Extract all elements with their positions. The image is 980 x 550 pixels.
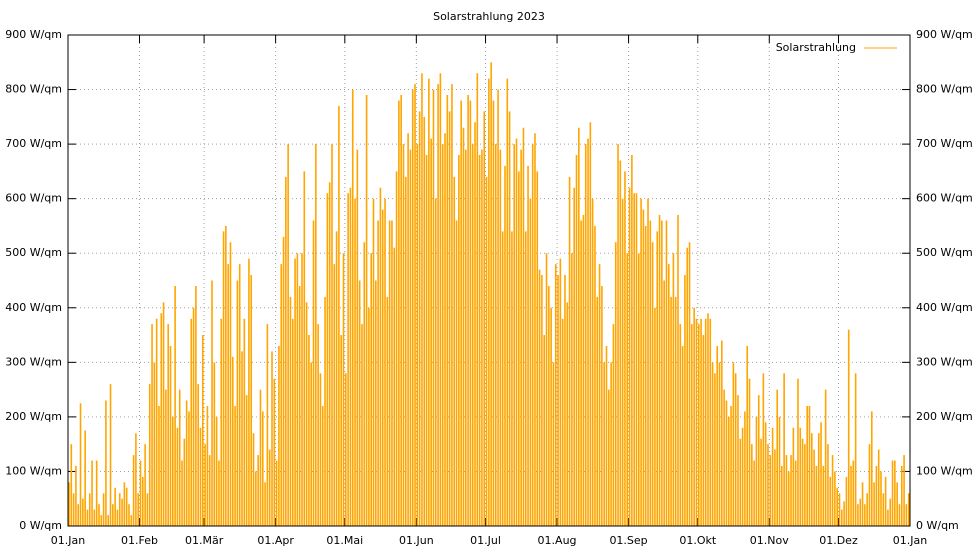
y-tick-label: 900 W/qm [5,28,62,41]
y2-tick-label: 600 W/qm [916,192,973,205]
x-tick-label: 01.Okt [679,534,717,547]
y2-tick-label: 300 W/qm [916,355,973,368]
y-tick-label: 500 W/qm [5,246,62,259]
y-tick-label: 700 W/qm [5,137,62,150]
x-tick-label: 01.Jan [893,534,927,547]
x-tick-label: 01.Jul [470,534,501,547]
x-tick-label: 01.Jan [51,534,85,547]
y-tick-label: 400 W/qm [5,301,62,314]
x-tick-label: 01.Mär [185,534,224,547]
x-tick-label: 01.Mai [326,534,363,547]
x-tick-label: 01.Dez [819,534,858,547]
y-tick-label: 800 W/qm [5,83,62,96]
y-tick-label: 200 W/qm [5,410,62,423]
y2-tick-label: 100 W/qm [916,464,973,477]
x-tick-label: 01.Apr [257,534,294,547]
y2-tick-label: 900 W/qm [916,28,973,41]
plot-border [67,34,911,527]
y2-tick-label: 700 W/qm [916,137,973,150]
y2-tick-label: 200 W/qm [916,410,973,423]
y-tick-label: 600 W/qm [5,192,62,205]
x-tick-label: 01.Aug [538,534,577,547]
x-tick-label: 01.Sep [609,534,647,547]
legend-label: Solarstrahlung [776,41,856,54]
x-tick-label: 01.Feb [121,534,158,547]
y2-tick-label: 500 W/qm [916,246,973,259]
x-tick-label: 01.Nov [750,534,789,547]
chart-title: Solarstrahlung 2023 [433,10,545,23]
y-tick-label: 0 W/qm [19,519,62,532]
y-tick-label: 100 W/qm [5,464,62,477]
y2-tick-label: 800 W/qm [916,83,973,96]
x-tick-label: 01.Jun [399,534,434,547]
y2-tick-label: 0 W/qm [916,519,959,532]
y-tick-label: 300 W/qm [5,355,62,368]
y2-tick-label: 400 W/qm [916,301,973,314]
series [68,62,910,526]
